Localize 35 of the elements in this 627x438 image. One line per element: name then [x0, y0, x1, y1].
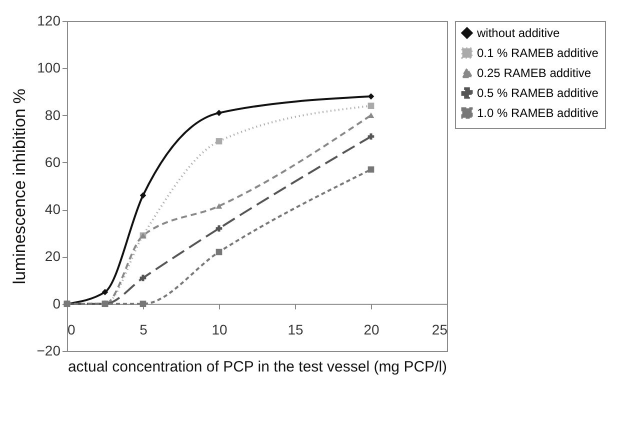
x-tick-label: 20 [364, 321, 380, 338]
point [216, 110, 222, 116]
point [102, 288, 108, 296]
x-tick-label: 15 [288, 321, 304, 338]
y-tick-label: 40 [44, 201, 61, 218]
point [216, 225, 222, 232]
point [368, 112, 374, 118]
point [216, 203, 222, 209]
x-tick-label: 25 [432, 321, 448, 338]
point [368, 93, 374, 100]
point [140, 274, 146, 282]
x-tick-label: 10 [212, 321, 228, 338]
y-tick-label: 60 [44, 154, 61, 170]
y-tick-label: 0 [52, 295, 61, 312]
y-tick-label: −20 [36, 342, 61, 358]
y-tick-label: 80 [44, 106, 61, 123]
point [216, 138, 222, 144]
point [368, 102, 374, 110]
point [368, 133, 374, 140]
y-tick-label: 120 [37, 12, 61, 28]
legend-label: 0.1 % RAMEB additive [477, 46, 599, 60]
legend-label: 0.25 RAMEB additive [477, 66, 592, 80]
x-tick-label: 0 [68, 321, 76, 338]
y-tick-label: 20 [44, 248, 61, 264]
x-axis-title: actual concentration of PCP in the test vessel (mg PCP/l) [68, 358, 448, 376]
legend-label: without additive [476, 26, 560, 40]
point [368, 166, 374, 173]
y-axis-title: luminescence inhibition % [10, 88, 29, 284]
legend-label: 0.5 % RAMEB additive [477, 86, 599, 100]
point [140, 192, 146, 199]
legend-label: 1.0 % RAMEB additive [477, 106, 599, 120]
x-tick-label: 5 [140, 321, 148, 338]
point [216, 248, 222, 256]
point [140, 300, 146, 308]
y-tick-label: 100 [37, 60, 61, 76]
